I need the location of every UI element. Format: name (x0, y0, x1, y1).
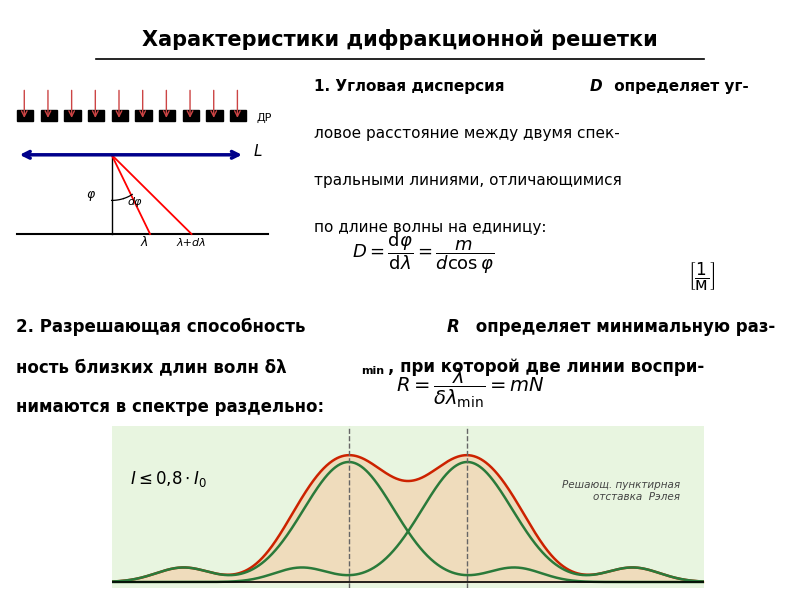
Text: , при которой две линии воспри-: , при которой две линии воспри- (388, 358, 705, 376)
Bar (64, 110, 81, 121)
Text: Характеристики дифракционной решетки: Характеристики дифракционной решетки (142, 28, 658, 49)
Text: $D = \dfrac{\mathrm{d}\varphi}{\mathrm{d}\lambda} = \dfrac{m}{d\cos\varphi}$: $D = \dfrac{\mathrm{d}\varphi}{\mathrm{d… (352, 230, 494, 276)
Text: ДР: ДР (257, 113, 272, 122)
Text: λ: λ (141, 236, 148, 249)
Text: по длине волны на единицу:: по длине волны на единицу: (314, 220, 546, 235)
Text: $R = \dfrac{\lambda}{\delta\lambda_{\min}} = mN$: $R = \dfrac{\lambda}{\delta\lambda_{\min… (396, 367, 545, 410)
Text: определяет уг-: определяет уг- (609, 79, 749, 94)
Bar (17, 110, 33, 121)
Text: dφ: dφ (128, 197, 142, 207)
Text: Решающ. пунктирная
отставка  Рэлея: Решающ. пунктирная отставка Рэлея (562, 480, 680, 502)
Bar (88, 110, 104, 121)
Bar (230, 110, 246, 121)
Text: ность близких длин волн δλ: ность близких длин волн δλ (16, 358, 286, 376)
Text: $I \leq 0{,}8 \cdot I_0$: $I \leq 0{,}8 \cdot I_0$ (130, 469, 206, 489)
Text: ловое расстояние между двумя спек-: ловое расстояние между двумя спек- (314, 126, 619, 141)
Text: D: D (590, 79, 602, 94)
Text: 2. Разрешающая способность: 2. Разрешающая способность (16, 318, 311, 337)
Bar (182, 110, 199, 121)
Bar (206, 110, 222, 121)
Text: R: R (446, 318, 459, 336)
Text: L: L (254, 144, 262, 159)
Text: $\left[\dfrac{1}{\text{м}}\right]$: $\left[\dfrac{1}{\text{м}}\right]$ (688, 261, 715, 293)
Text: φ: φ (86, 188, 94, 201)
Text: min: min (361, 366, 384, 376)
Text: нимаются в спектре раздельно:: нимаются в спектре раздельно: (16, 398, 324, 416)
Bar (112, 110, 128, 121)
Bar (159, 110, 175, 121)
Bar (135, 110, 151, 121)
Text: λ+dλ: λ+dλ (177, 238, 206, 248)
Text: тральными линиями, отличающимися: тральными линиями, отличающимися (314, 173, 622, 188)
Text: определяет минимальную раз-: определяет минимальную раз- (470, 318, 775, 336)
Bar (41, 110, 57, 121)
Text: 1. Угловая дисперсия: 1. Угловая дисперсия (314, 79, 510, 94)
